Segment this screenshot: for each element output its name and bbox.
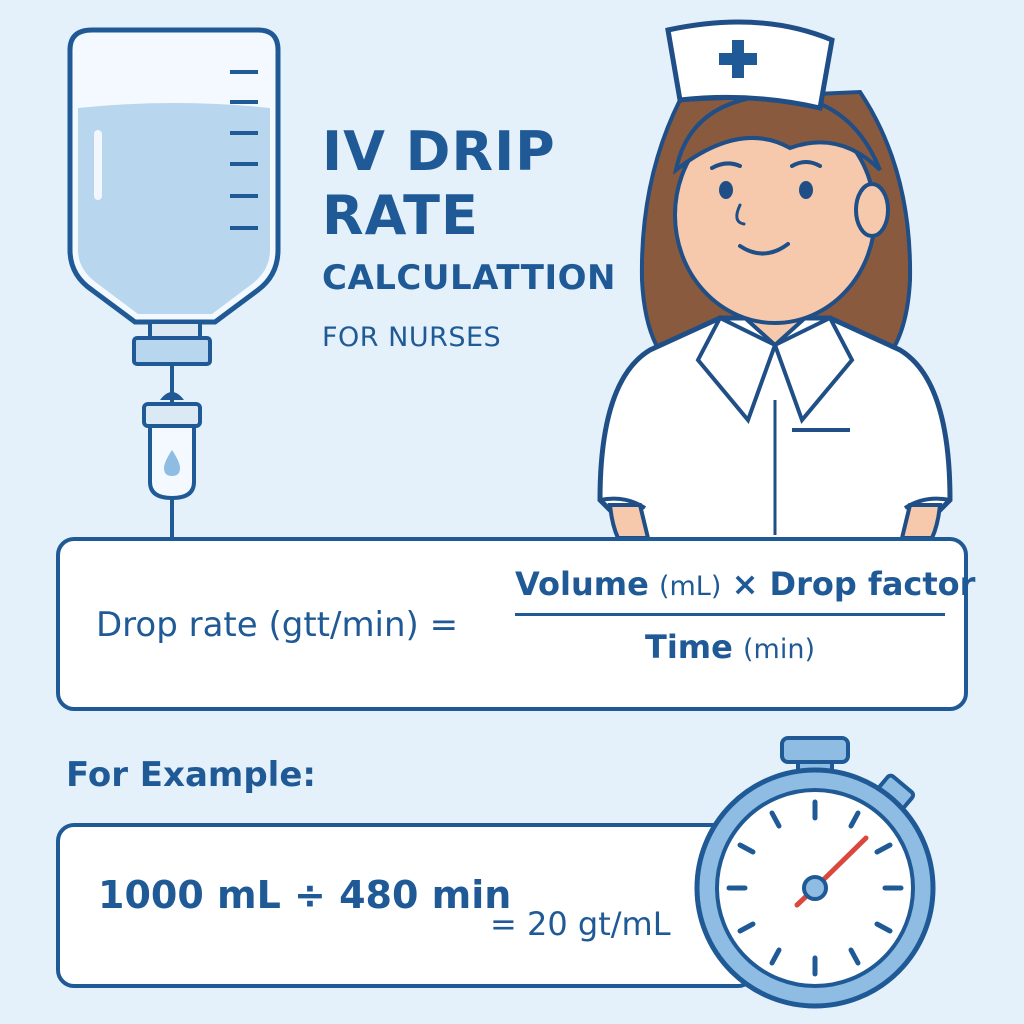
- example-label: For Example:: [66, 755, 316, 795]
- formula-denominator: Time (min): [515, 628, 945, 666]
- title-line-4: FOR NURSES: [322, 322, 502, 353]
- denominator-unit: (min): [743, 634, 815, 665]
- formula-fraction: Volume (mL) × Drop factor Time (min): [515, 565, 975, 666]
- numerator-main: Volume: [515, 565, 649, 603]
- title-line-1: IV DRIP: [322, 120, 556, 183]
- denominator-main: Time: [645, 628, 733, 666]
- numerator-rest: × Drop factor: [731, 565, 976, 603]
- title-block: IV DRIP RATE CALCULATTION FOR NURSES: [322, 120, 652, 353]
- fraction-line: [515, 613, 945, 616]
- example-box: 1000 mL ÷ 480 min = 20 gt/mL: [56, 823, 756, 988]
- title-line-3: CALCULATTION: [322, 258, 617, 298]
- formula-numerator: Volume (mL) × Drop factor: [515, 565, 975, 603]
- formula-lhs: Drop rate (gtt/min) =: [96, 605, 459, 645]
- title-line-2: RATE: [322, 184, 479, 247]
- numerator-unit: (mL): [658, 571, 722, 602]
- formula-box: Drop rate (gtt/min) = Volume (mL) × Drop…: [56, 537, 975, 711]
- example-rhs: = 20 gt/mL: [490, 905, 671, 943]
- example-lhs: 1000 mL ÷ 480 min: [98, 873, 512, 917]
